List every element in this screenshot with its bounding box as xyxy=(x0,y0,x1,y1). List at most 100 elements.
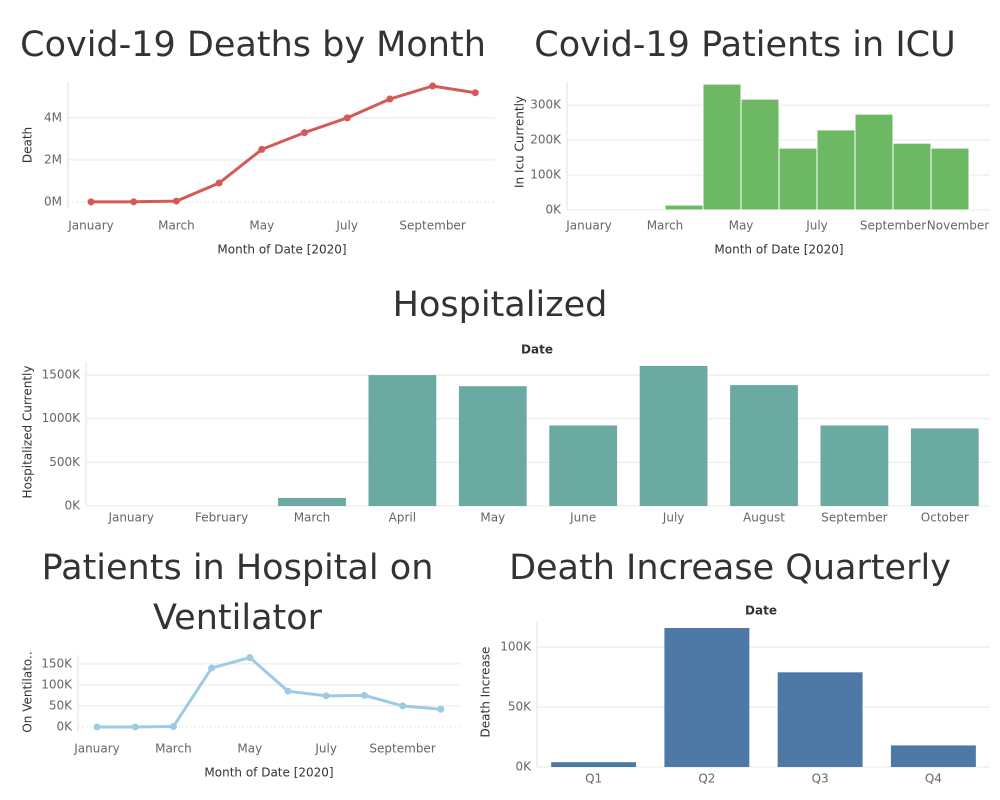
bar xyxy=(664,627,750,767)
point xyxy=(399,702,407,710)
point xyxy=(343,114,351,122)
y-tick-label: 100K xyxy=(41,677,73,691)
bar xyxy=(278,497,346,506)
point xyxy=(93,723,101,731)
point xyxy=(246,654,254,662)
bar xyxy=(368,375,437,506)
header: Date xyxy=(521,343,553,357)
y-tick-label: 500K xyxy=(49,455,81,469)
bar xyxy=(890,745,976,767)
x-tick-label: July xyxy=(314,742,337,756)
y-tick-label: 50K xyxy=(49,698,73,712)
x-tick-label: May xyxy=(729,219,754,233)
point xyxy=(130,198,138,206)
bar xyxy=(740,98,780,211)
point xyxy=(386,95,394,103)
bar xyxy=(458,386,527,506)
point xyxy=(437,705,445,713)
bar xyxy=(639,366,708,506)
x-tick-label: August xyxy=(743,511,785,525)
point xyxy=(301,129,308,137)
line xyxy=(90,84,476,204)
chart-title: Death Increase Quarterly xyxy=(509,548,951,588)
x-tick-label: January xyxy=(565,219,612,233)
y-tick-label: 150K xyxy=(41,656,73,670)
header: Date xyxy=(745,604,777,618)
y-tick-label: 2M xyxy=(44,152,62,166)
y-tick-label: 0K xyxy=(56,719,73,733)
x-tick-label: March xyxy=(155,742,192,756)
bar xyxy=(820,425,889,506)
x-tick-label: Q3 xyxy=(812,772,829,786)
point xyxy=(471,89,479,97)
x-axis-label: Month of Date [2020] xyxy=(217,243,346,257)
y-tick-label: 0K xyxy=(64,499,81,513)
x-tick-label: January xyxy=(107,511,154,525)
point xyxy=(172,197,180,205)
y-tick-label: 1500K xyxy=(42,368,82,382)
bar xyxy=(702,83,742,211)
x-tick-label: November xyxy=(927,219,989,233)
x-tick-label: June xyxy=(569,511,596,525)
x-tick-label: September xyxy=(399,219,465,233)
point xyxy=(322,692,330,700)
y-axis-label: Hospitalized Currently xyxy=(21,366,35,499)
x-tick-label: March xyxy=(647,219,684,233)
bar xyxy=(910,428,979,506)
x-tick-label: May xyxy=(480,511,505,525)
x-tick-label: September xyxy=(369,742,435,756)
y-tick-label: 50K xyxy=(508,700,532,714)
x-tick-label: September xyxy=(860,219,926,233)
point xyxy=(208,664,216,672)
y-tick-label: 1000K xyxy=(42,411,82,425)
point xyxy=(360,691,368,699)
y-tick-label: 4M xyxy=(44,110,62,124)
bar xyxy=(854,113,894,211)
y-tick-label: 200K xyxy=(530,133,562,147)
point xyxy=(429,82,437,90)
bar xyxy=(730,385,798,506)
point xyxy=(215,179,223,187)
x-tick-label: March xyxy=(158,219,195,233)
bar xyxy=(930,147,970,211)
bar xyxy=(892,142,932,211)
y-axis-label: Death Increase xyxy=(479,647,493,738)
x-tick-label: April xyxy=(389,511,416,525)
x-tick-label: May xyxy=(249,219,274,233)
x-tick-label: July xyxy=(662,511,685,525)
y-tick-label: 0M xyxy=(44,194,62,208)
x-axis-label: Month of Date [2020] xyxy=(204,766,333,780)
chart-title: Covid-19 Deaths by Month xyxy=(20,25,486,65)
bar xyxy=(816,129,856,211)
bar xyxy=(778,147,818,211)
point xyxy=(258,145,266,153)
x-tick-label: July xyxy=(805,219,828,233)
y-tick-label: 100K xyxy=(500,640,532,654)
x-tick-label: January xyxy=(67,219,114,233)
x-tick-label: March xyxy=(294,511,331,525)
line xyxy=(97,655,441,729)
x-axis-label: Month of Date [2020] xyxy=(714,243,843,257)
y-axis-label: On Ventilato.. xyxy=(21,651,35,732)
x-tick-label: January xyxy=(73,742,120,756)
bar xyxy=(549,425,618,506)
y-tick-label: 100K xyxy=(530,168,562,182)
x-tick-label: February xyxy=(195,511,248,525)
x-tick-label: Q1 xyxy=(585,772,602,786)
bar xyxy=(664,204,704,211)
chart-title: Covid-19 Patients in ICU xyxy=(534,25,956,65)
x-tick-label: May xyxy=(237,742,262,756)
y-axis-label: Death xyxy=(21,127,35,163)
point xyxy=(131,723,139,731)
x-tick-label: July xyxy=(335,219,358,233)
chart-title: Patients in Hospital on Ventilator xyxy=(41,548,434,638)
point xyxy=(87,198,95,206)
x-tick-label: October xyxy=(921,511,969,525)
bar xyxy=(551,762,637,767)
x-tick-label: Q2 xyxy=(698,772,715,786)
point xyxy=(284,687,292,695)
y-tick-label: 0K xyxy=(545,203,562,217)
x-tick-label: Q4 xyxy=(925,772,942,786)
